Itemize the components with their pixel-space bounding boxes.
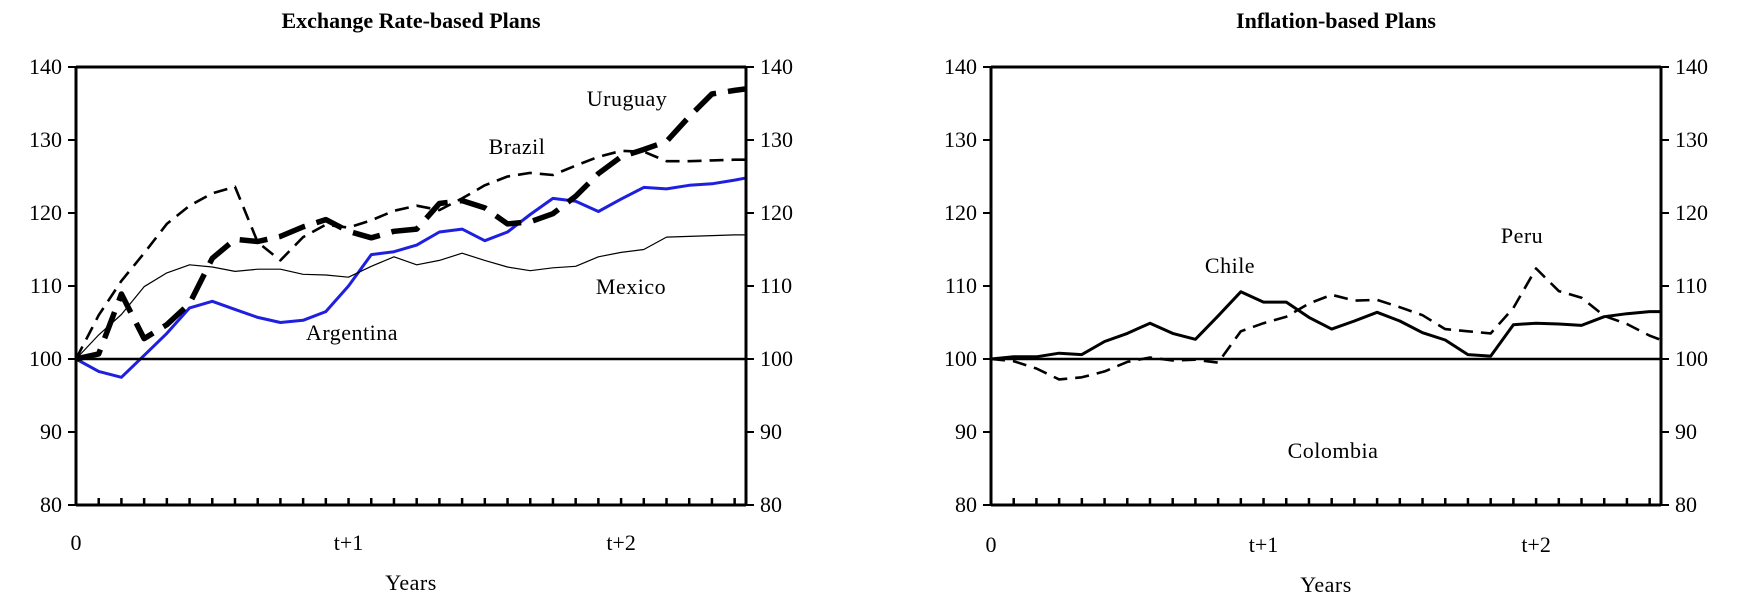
y-tick-label-right: 80 [760,492,782,517]
chart-title: Inflation-based Plans [1236,8,1436,33]
y-tick-label-right: 80 [1675,492,1697,517]
y-tick-label-left: 110 [30,273,62,298]
x-axis-label: Years [1300,572,1352,595]
chart-panel-right: Inflation-based Plans 80 80 90 90 100 100 110 11… [944,8,1708,595]
x-tick-label: t+1 [1249,532,1279,557]
y-tick-label-left: 80 [955,492,977,517]
y-tick-label-left: 110 [945,273,977,298]
series-line-uruguay [76,86,746,362]
y-tick-label-right: 90 [1675,419,1697,444]
y-tick-label-right: 110 [1675,273,1707,298]
series-annotation-colombia: Colombia [1288,438,1379,463]
x-tick-label: t+2 [606,530,636,555]
y-tick-label-right: 100 [1675,346,1708,371]
chart-title: Exchange Rate-based Plans [281,8,541,33]
series-line-chile [991,290,1661,361]
y-tick-label-left: 80 [40,492,62,517]
x-tick-label: t+2 [1521,532,1551,557]
y-tick-label-left: 130 [944,127,977,152]
y-tick-label-right: 120 [760,200,793,225]
y-tick-label-left: 120 [29,200,62,225]
series-annotation-argentina: Argentina [306,320,398,345]
y-tick-label-right: 140 [1675,54,1708,79]
y-tick-label-left: 90 [40,419,62,444]
x-tick-label: t+1 [334,530,364,555]
y-tick-label-right: 140 [760,54,793,79]
y-tick-label-left: 90 [955,419,977,444]
y-tick-label-right: 130 [760,127,793,152]
series-annotation-peru: Peru [1501,223,1543,248]
y-tick-label-right: 110 [760,273,792,298]
series-annotation-brazil: Brazil [489,134,546,159]
y-tick-label-left: 140 [944,54,977,79]
y-tick-label-left: 100 [944,346,977,371]
y-tick-label-right: 90 [760,419,782,444]
series-annotation-chile: Chile [1205,253,1255,278]
series-line-argentina [76,176,746,379]
x-axis-label: Years [385,570,437,595]
x-tick-label: 0 [71,530,82,555]
y-tick-label-left: 120 [944,200,977,225]
series-line-mexico [76,234,746,360]
y-tick-label-right: 130 [1675,127,1708,152]
y-tick-label-right: 100 [760,346,793,371]
y-tick-label-right: 120 [1675,200,1708,225]
chart-panel-left: Exchange Rate-based Plans 80 80 90 90 100 100 1… [29,8,793,595]
series-annotation-mexico: Mexico [596,274,666,299]
y-tick-label-left: 100 [29,346,62,371]
x-tick-label: 0 [986,532,997,557]
series-line-brazil [76,149,746,360]
series-line-peru [991,267,1661,381]
y-tick-label-left: 130 [29,127,62,152]
y-tick-label-left: 140 [29,54,62,79]
series-annotation-uruguay: Uruguay [587,86,667,111]
